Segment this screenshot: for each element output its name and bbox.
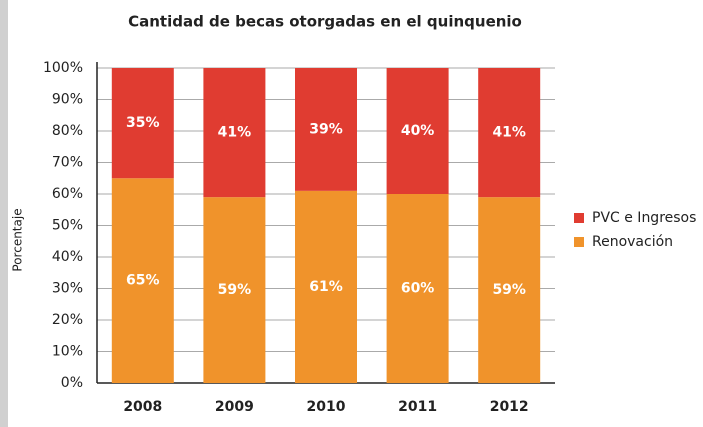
y-tick-label: 60% [52, 186, 83, 202]
legend-label: PVC e Ingresos [592, 210, 696, 226]
y-tick-label: 70% [52, 155, 83, 171]
y-tick-label: 0% [61, 375, 83, 391]
legend-swatch [574, 213, 584, 223]
data-label: 41% [492, 125, 526, 141]
data-label: 39% [309, 121, 343, 137]
data-label: 59% [218, 282, 252, 298]
y-axis-label: Porcentaje [11, 208, 25, 271]
bar-segment [295, 68, 357, 191]
legend-swatch [574, 237, 584, 247]
y-tick-label: 10% [52, 344, 83, 360]
bar-segment [386, 68, 449, 194]
y-tick-label: 90% [52, 92, 83, 108]
bar-segment [478, 68, 541, 198]
x-tick-label: 2009 [215, 399, 254, 415]
x-tick-label: 2012 [490, 399, 529, 415]
y-tick-label: 40% [52, 249, 83, 265]
bar-segment [386, 194, 449, 383]
side-strip [0, 0, 8, 427]
data-label: 61% [309, 279, 343, 295]
legend-label: Renovación [592, 234, 673, 250]
data-label: 35% [126, 115, 160, 131]
bar-segment [203, 197, 266, 383]
chart-title: Cantidad de becas otorgadas en el quinqu… [128, 13, 522, 31]
y-tick-label: 50% [52, 218, 83, 234]
y-tick-label: 30% [52, 281, 83, 297]
bar-segment [203, 68, 266, 198]
data-label: 40% [401, 123, 435, 139]
data-label: 60% [401, 281, 435, 297]
x-tick-label: 2011 [398, 399, 437, 415]
y-tick-label: 100% [43, 60, 83, 76]
x-tick-label: 2008 [123, 399, 162, 415]
data-label: 41% [218, 125, 252, 141]
x-tick-label: 2010 [307, 399, 346, 415]
data-label: 59% [492, 282, 526, 298]
bar-segment [295, 190, 357, 383]
bar-segment [111, 68, 174, 179]
bar-segment [111, 178, 174, 383]
data-label: 65% [126, 273, 160, 289]
bar-segment [478, 197, 541, 383]
y-tick-label: 80% [52, 123, 83, 139]
y-tick-label: 20% [52, 312, 83, 328]
